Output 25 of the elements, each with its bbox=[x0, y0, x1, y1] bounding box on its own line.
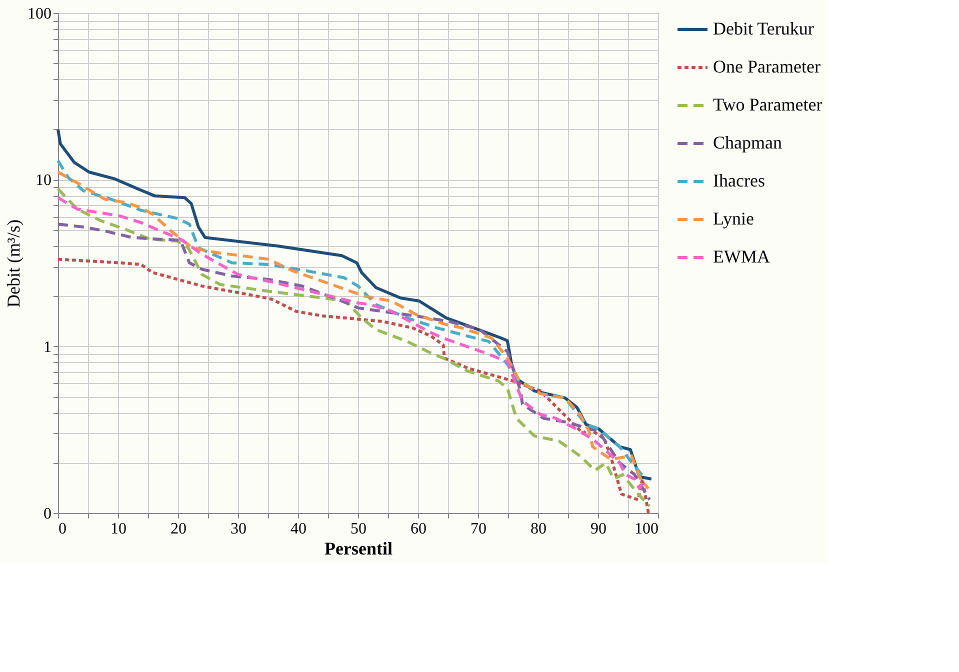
x-tick-label: 50 bbox=[350, 520, 366, 538]
legend-label: Two Parameter bbox=[713, 94, 822, 114]
x-tick-label: 80 bbox=[530, 520, 546, 538]
x-axis-title: Persentil bbox=[324, 538, 392, 558]
legend-label: EWMA bbox=[713, 246, 770, 266]
x-tick-label: 0 bbox=[58, 520, 66, 538]
x-tick-label: 60 bbox=[410, 520, 426, 538]
legend-label: One Parameter bbox=[713, 56, 820, 76]
y-tick-label: 1 bbox=[44, 338, 52, 356]
y-tick-label: 0 bbox=[44, 506, 52, 522]
x-tick-label: 90 bbox=[590, 520, 606, 538]
y-tick-label: 100 bbox=[28, 6, 52, 22]
legend-label: Debit Terukur bbox=[713, 18, 814, 38]
x-tick-label: 100 bbox=[634, 520, 658, 538]
legend-label: Ihacres bbox=[713, 170, 765, 190]
x-tick-label: 30 bbox=[230, 520, 246, 538]
y-axis-title: Debit (m³/s) bbox=[4, 220, 24, 308]
y-tick-label: 10 bbox=[36, 172, 52, 190]
x-tick-label: 40 bbox=[290, 520, 306, 538]
x-tick-label: 20 bbox=[170, 520, 186, 538]
line-series bbox=[56, 258, 650, 514]
x-tick-label: 10 bbox=[110, 520, 126, 538]
legend-label: Chapman bbox=[713, 132, 782, 152]
legend-label: Lynie bbox=[713, 208, 754, 228]
x-tick-label: 70 bbox=[470, 520, 486, 538]
